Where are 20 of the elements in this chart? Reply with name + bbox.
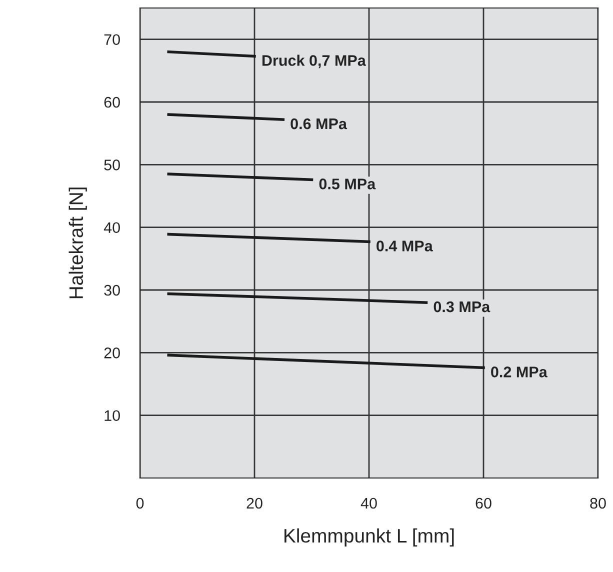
x-tick-label: 20 [246,498,262,509]
y-tick-label: 30 [104,284,120,296]
x-tick-label: 40 [360,498,377,509]
y-tick-label: 70 [104,34,120,46]
y-tick-label: 20 [104,348,120,358]
series-label: 0.6 MPa [290,118,348,130]
x-tick-label: 80 [590,498,606,509]
x-tick-label: 60 [476,498,492,509]
y-tick-label: 10 [104,410,120,422]
y-tick-label: 40 [104,222,120,234]
y-tick-label: 60 [104,96,120,108]
series-label: 0.2 MPa [491,366,548,378]
x-axis-title: Klemmpunkt L [mm] [284,528,454,546]
y-axis-title: Haltekraft [N] [68,188,87,298]
x-tick-label: 0 [136,498,144,509]
series-label: 0.3 MPa [434,301,490,312]
series-label: 0.4 MPa [376,240,433,252]
y-tick-label: 50 [104,160,120,170]
series-label: 0.5 MPa [319,178,376,190]
series-label: Druck 0,7 MPa [262,54,366,68]
